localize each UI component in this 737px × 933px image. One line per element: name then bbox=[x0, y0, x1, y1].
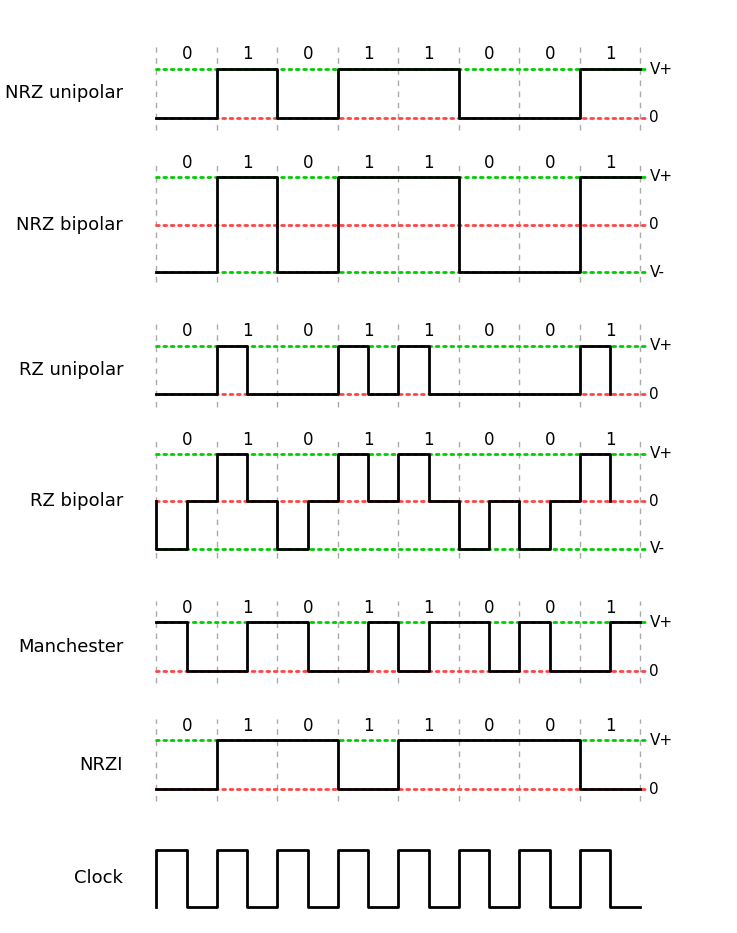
Text: 0: 0 bbox=[484, 431, 495, 449]
Text: 0: 0 bbox=[181, 431, 192, 449]
Text: V+: V+ bbox=[649, 62, 673, 77]
Text: 0: 0 bbox=[302, 154, 313, 172]
Text: 0: 0 bbox=[545, 322, 555, 340]
Text: 0: 0 bbox=[484, 717, 495, 734]
Text: 1: 1 bbox=[423, 717, 434, 734]
Text: 1: 1 bbox=[242, 599, 253, 617]
Text: 0: 0 bbox=[302, 431, 313, 449]
Text: 1: 1 bbox=[363, 599, 374, 617]
Text: RZ bipolar: RZ bipolar bbox=[29, 493, 123, 510]
Text: V-: V- bbox=[649, 265, 665, 280]
Text: 0: 0 bbox=[484, 599, 495, 617]
Text: 0: 0 bbox=[649, 782, 659, 797]
Text: 0: 0 bbox=[181, 154, 192, 172]
Text: 0: 0 bbox=[181, 46, 192, 63]
Text: 1: 1 bbox=[605, 431, 615, 449]
Text: 0: 0 bbox=[649, 217, 659, 232]
Text: 1: 1 bbox=[363, 46, 374, 63]
Text: NRZI: NRZI bbox=[80, 756, 123, 773]
Text: Clock: Clock bbox=[74, 870, 123, 887]
Text: V-: V- bbox=[649, 541, 665, 556]
Text: V+: V+ bbox=[649, 615, 673, 630]
Text: 0: 0 bbox=[545, 599, 555, 617]
Text: 0: 0 bbox=[484, 322, 495, 340]
Text: 0: 0 bbox=[302, 599, 313, 617]
Text: 1: 1 bbox=[242, 717, 253, 734]
Text: 0: 0 bbox=[649, 387, 659, 402]
Text: 0: 0 bbox=[302, 46, 313, 63]
Text: 0: 0 bbox=[181, 599, 192, 617]
Text: 1: 1 bbox=[423, 599, 434, 617]
Text: 1: 1 bbox=[605, 717, 615, 734]
Text: Manchester: Manchester bbox=[18, 638, 123, 656]
Text: 1: 1 bbox=[363, 431, 374, 449]
Text: NRZ bipolar: NRZ bipolar bbox=[16, 216, 123, 233]
Text: 0: 0 bbox=[545, 717, 555, 734]
Text: 0: 0 bbox=[545, 431, 555, 449]
Text: 0: 0 bbox=[181, 322, 192, 340]
Text: 1: 1 bbox=[242, 46, 253, 63]
Text: RZ unipolar: RZ unipolar bbox=[18, 361, 123, 379]
Text: 0: 0 bbox=[302, 717, 313, 734]
Text: 0: 0 bbox=[545, 46, 555, 63]
Text: 1: 1 bbox=[605, 154, 615, 172]
Text: NRZ unipolar: NRZ unipolar bbox=[5, 85, 123, 103]
Text: 1: 1 bbox=[363, 717, 374, 734]
Text: 0: 0 bbox=[649, 663, 659, 678]
Text: 0: 0 bbox=[484, 46, 495, 63]
Text: 0: 0 bbox=[302, 322, 313, 340]
Text: 0: 0 bbox=[484, 154, 495, 172]
Text: V+: V+ bbox=[649, 733, 673, 748]
Text: 1: 1 bbox=[605, 46, 615, 63]
Text: 1: 1 bbox=[423, 154, 434, 172]
Text: 0: 0 bbox=[649, 110, 659, 125]
Text: V+: V+ bbox=[649, 170, 673, 185]
Text: 1: 1 bbox=[423, 322, 434, 340]
Text: 1: 1 bbox=[605, 322, 615, 340]
Text: 1: 1 bbox=[605, 599, 615, 617]
Text: 0: 0 bbox=[649, 494, 659, 508]
Text: 0: 0 bbox=[545, 154, 555, 172]
Text: 1: 1 bbox=[242, 154, 253, 172]
Text: 1: 1 bbox=[242, 431, 253, 449]
Text: V+: V+ bbox=[649, 339, 673, 354]
Text: 1: 1 bbox=[363, 322, 374, 340]
Text: 1: 1 bbox=[423, 431, 434, 449]
Text: 1: 1 bbox=[363, 154, 374, 172]
Text: 0: 0 bbox=[181, 717, 192, 734]
Text: 1: 1 bbox=[242, 322, 253, 340]
Text: 1: 1 bbox=[423, 46, 434, 63]
Text: V+: V+ bbox=[649, 446, 673, 461]
